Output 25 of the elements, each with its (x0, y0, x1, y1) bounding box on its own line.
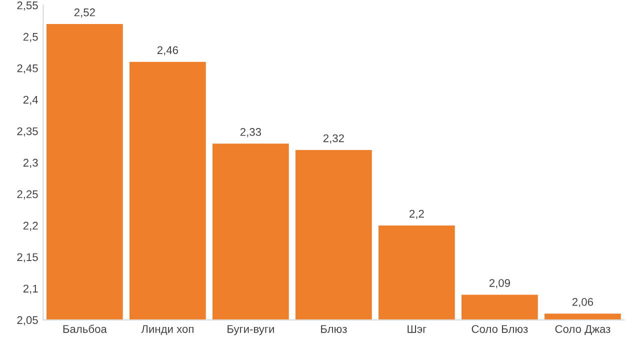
y-tick-label: 2,05 (17, 316, 38, 326)
y-tick-label: 2,4 (23, 96, 38, 106)
y-tick-label: 2,35 (17, 127, 38, 137)
x-tick-label: Шэг (408, 325, 426, 333)
y-tick-label: 2,2 (23, 222, 38, 231)
x-tick-label: Соло Джаз (555, 325, 610, 336)
data-label: 2,52 (74, 8, 95, 18)
data-label: 2,33 (240, 128, 262, 138)
data-label: 2,09 (489, 279, 510, 288)
data-label: 2,46 (157, 46, 178, 56)
y-tick-label: 2,45 (17, 64, 38, 74)
y-tick-label: 2,3 (23, 158, 38, 168)
y-tick-label: 2,25 (17, 190, 38, 200)
x-tick-label: Блюз (321, 325, 347, 333)
x-tick-label: Соло Блюз (472, 325, 528, 333)
data-label: 2,32 (323, 134, 344, 144)
x-tick-label: Буги-вуги (228, 325, 274, 336)
y-tick-label: 2,5 (23, 32, 38, 42)
x-tick-label: Линди хоп (141, 325, 194, 336)
y-tick-label: 2,15 (17, 253, 38, 262)
y-tick-label: 2,55 (17, 1, 38, 11)
x-tick-label: Бальбоа (63, 324, 107, 333)
y-tick-label: 2,1 (23, 284, 38, 294)
data-label: 2,2 (410, 210, 424, 220)
data-label: 2,06 (572, 298, 594, 308)
